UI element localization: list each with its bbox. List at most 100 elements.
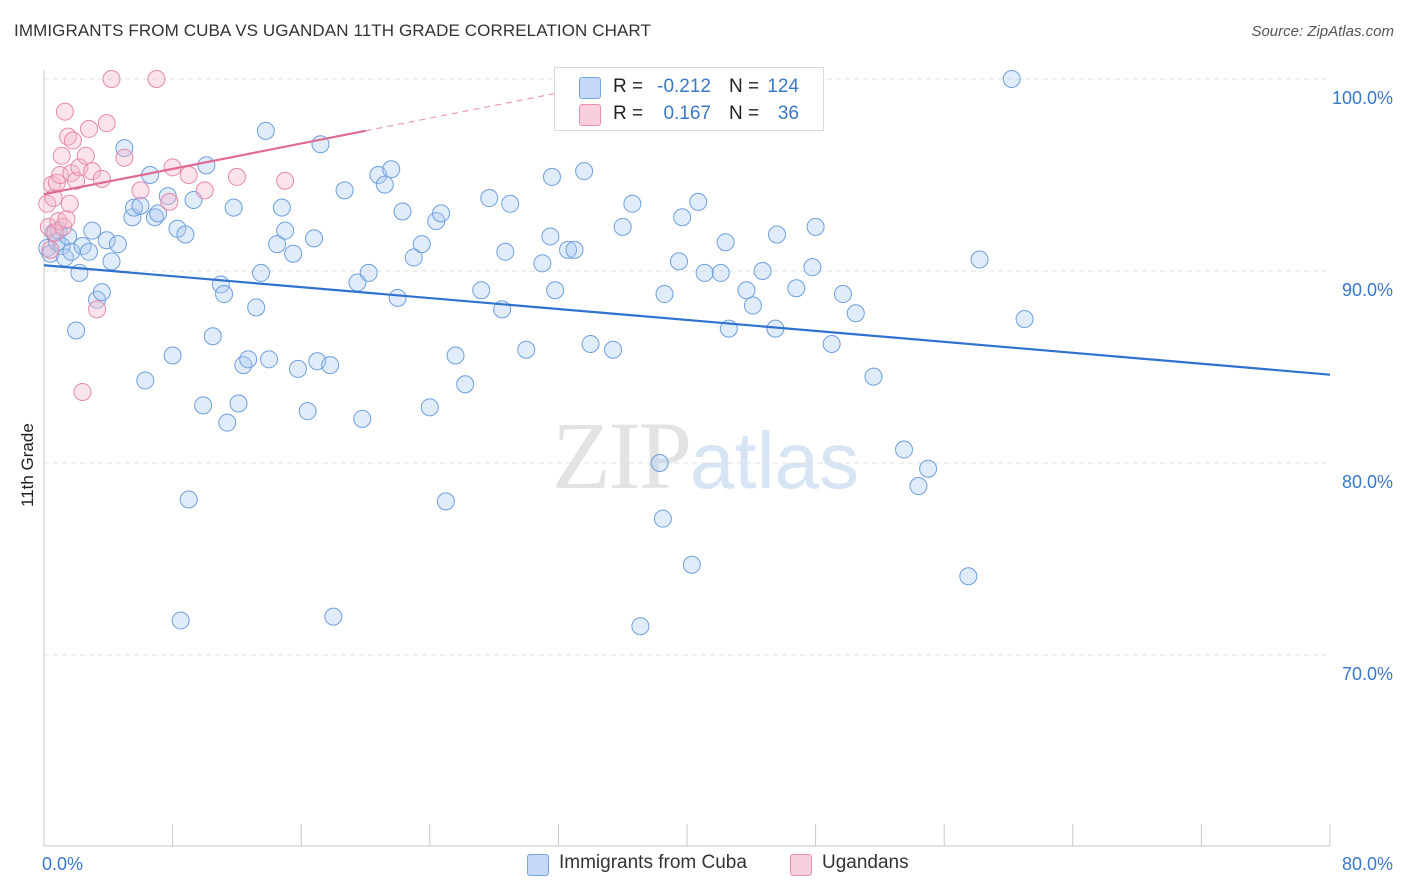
data-point-cuba (833, 285, 852, 304)
data-point-uganda (115, 148, 134, 167)
data-point-cuba (436, 492, 455, 511)
data-point-cuba (252, 263, 271, 282)
stats-n-label: N = (729, 103, 760, 124)
data-point-uganda (276, 171, 295, 190)
data-point-cuba (895, 440, 914, 459)
data-point-cuba (533, 254, 552, 273)
data-point-cuba (1002, 70, 1021, 88)
data-point-uganda (52, 146, 71, 165)
data-point-cuba (695, 263, 714, 282)
data-point-cuba (846, 304, 865, 323)
watermark: ZIPatlas (552, 400, 859, 511)
data-point-cuba (541, 227, 560, 246)
data-point-cuba (432, 204, 451, 223)
data-point-cuba (256, 121, 275, 140)
x-tick-label: 80.0% (1342, 854, 1393, 874)
data-point-cuba (268, 235, 287, 254)
data-point-cuba (108, 235, 127, 254)
data-point-cuba (321, 356, 340, 375)
legend-swatch-cuba (527, 854, 549, 876)
data-point-cuba (787, 279, 806, 298)
data-point-cuba (806, 217, 825, 236)
data-point-uganda (102, 70, 121, 88)
stats-swatch-uganda (579, 104, 601, 126)
stats-r-value: 0.167 (663, 103, 711, 124)
data-point-cuba (276, 221, 295, 240)
data-point-cuba (197, 156, 216, 175)
y-tick-label: 100.0% (1332, 88, 1393, 108)
data-point-cuba (359, 263, 378, 282)
data-point-uganda (55, 102, 74, 121)
stats-r-label: R = (613, 76, 644, 97)
data-point-cuba (682, 555, 701, 574)
stats-row-uganda: R = 0.167 N = 36 (555, 101, 823, 127)
stats-box: R = -0.212 N = 124 R = 0.167 N = 36 (554, 67, 824, 131)
data-point-cuba (163, 346, 182, 365)
data-point-cuba (97, 231, 116, 250)
data-point-cuba (581, 334, 600, 353)
data-point-uganda (83, 162, 102, 181)
data-point-cuba (517, 340, 536, 359)
data-point-cuba (472, 281, 491, 300)
data-point-cuba (272, 198, 291, 217)
data-point-uganda (76, 146, 95, 165)
data-point-cuba (1015, 310, 1034, 328)
legend-swatch-uganda (790, 854, 812, 876)
data-point-cuba (83, 221, 102, 240)
data-point-cuba (38, 238, 57, 257)
data-point-cuba (62, 242, 81, 261)
data-point-cuba (218, 413, 237, 432)
data-point-cuba (224, 198, 243, 217)
data-point-cuba (324, 607, 343, 626)
data-point-uganda (227, 167, 246, 186)
y-tick-label: 80.0% (1342, 472, 1393, 492)
data-point-uganda (67, 171, 86, 190)
data-point-cuba (284, 244, 303, 263)
data-point-uganda (73, 382, 92, 401)
data-point-cuba (353, 409, 372, 428)
data-point-cuba (446, 346, 465, 365)
data-point-cuba (203, 327, 222, 346)
data-point-cuba (613, 217, 632, 236)
y-tick-label: 90.0% (1342, 280, 1393, 300)
data-point-cuba (176, 225, 195, 244)
data-point-cuba (67, 321, 86, 340)
stats-n-value: 124 (767, 76, 799, 97)
data-point-cuba (753, 262, 772, 280)
data-point-cuba (542, 167, 561, 186)
data-point-cuba (125, 198, 144, 217)
data-point-cuba (375, 175, 394, 194)
watermark-atlas: atlas (690, 416, 859, 505)
data-point-cuba (970, 250, 989, 269)
data-point-cuba (822, 334, 841, 353)
data-point-cuba (623, 194, 642, 213)
data-point-cuba (673, 208, 692, 227)
data-point-cuba (288, 359, 307, 378)
data-point-cuba (456, 375, 475, 394)
data-point-cuba (102, 252, 121, 271)
chart-title: IMMIGRANTS FROM CUBA VS UGANDAN 11TH GRA… (14, 21, 651, 40)
data-point-cuba (382, 160, 401, 179)
stats-n-value: 36 (777, 103, 799, 124)
data-point-cuba (909, 477, 928, 496)
data-point-uganda (57, 210, 76, 229)
data-point-cuba (737, 281, 756, 300)
data-point-cuba (631, 617, 650, 636)
legend-label-uganda: Ugandans (822, 852, 909, 873)
data-point-cuba (393, 202, 412, 221)
stats-r-value: -0.212 (657, 76, 711, 97)
data-point-cuba (653, 509, 672, 528)
data-point-cuba (743, 296, 762, 315)
data-point-cuba (92, 283, 111, 302)
stats-r-label: R = (613, 103, 644, 124)
data-point-cuba (298, 402, 317, 421)
data-point-uganda (88, 300, 107, 319)
data-point-uganda (41, 240, 60, 259)
data-point-cuba (768, 225, 787, 244)
data-point-cuba (575, 162, 594, 181)
data-point-cuba (149, 204, 168, 223)
data-point-uganda (147, 70, 166, 88)
data-point-cuba (559, 240, 578, 259)
data-point-cuba (711, 263, 730, 282)
